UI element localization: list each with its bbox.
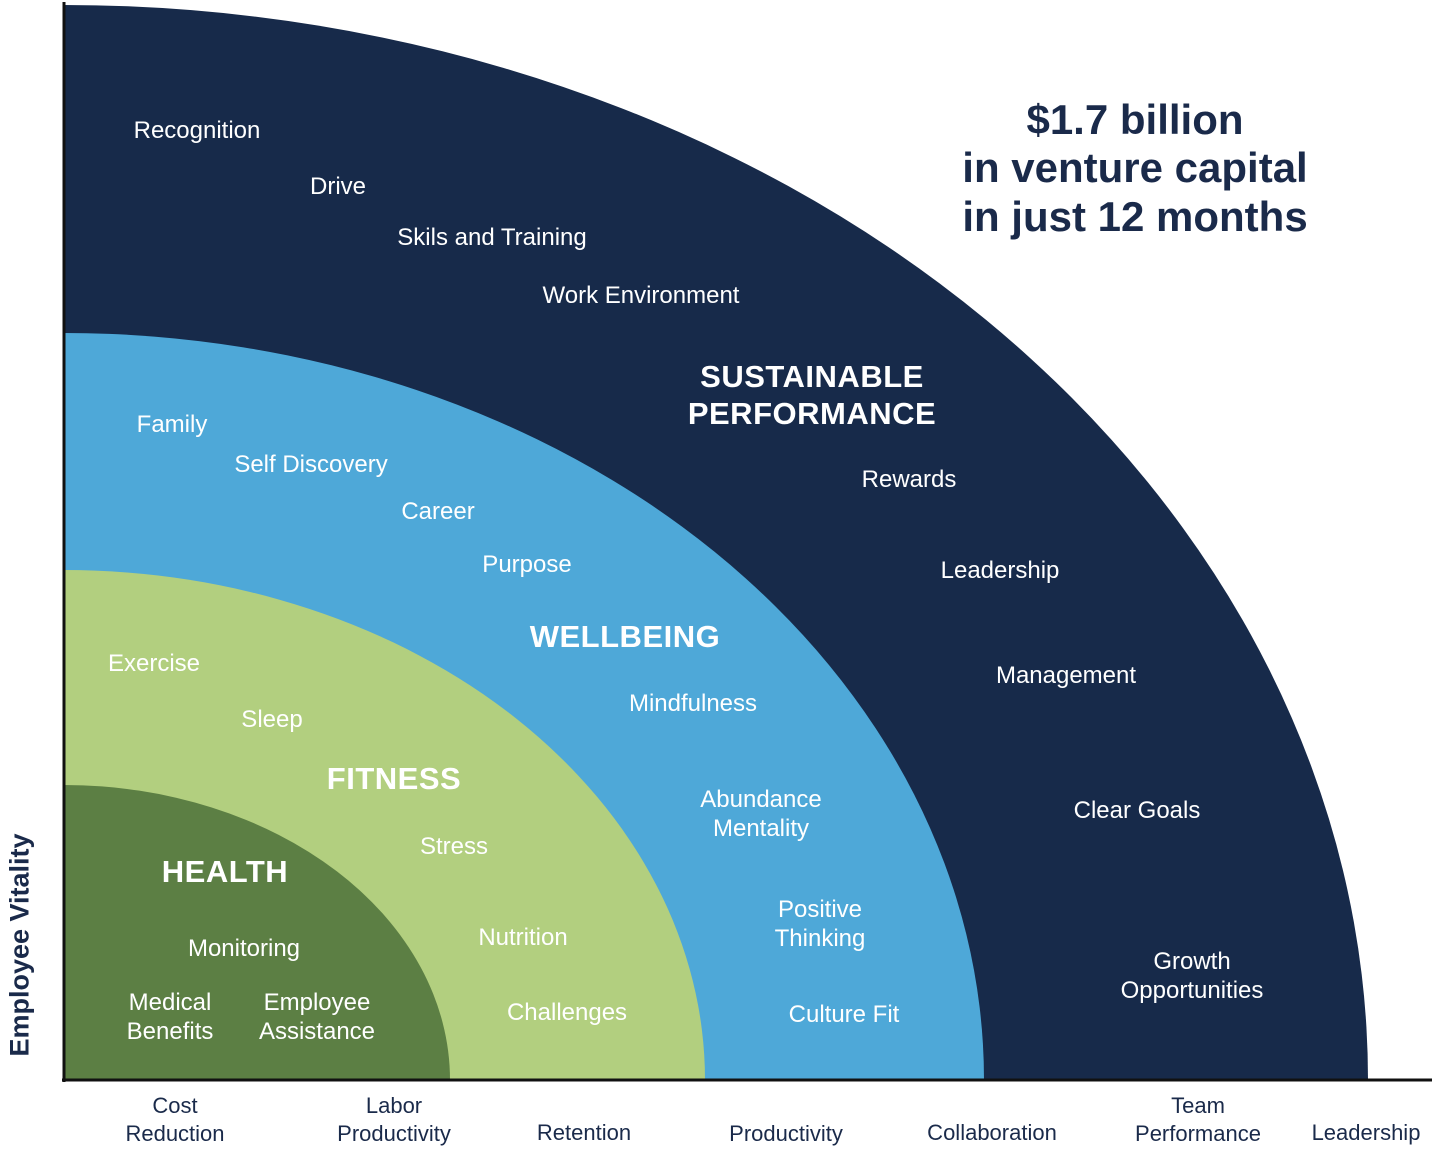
item-line: Leadership: [940, 557, 1060, 584]
item-line: Self Discovery: [234, 451, 388, 478]
item-line: Abundance: [700, 786, 822, 813]
headline-line: in venture capital: [962, 144, 1308, 192]
item-line: Culture Fit: [788, 1001, 900, 1028]
tick-line: Leadership: [1311, 1120, 1421, 1145]
title-line: WELLBEING: [529, 619, 721, 654]
item-sleep: Sleep: [241, 706, 302, 735]
x-tick-retention: Retention: [537, 1119, 631, 1147]
x-tick-productivity: Productivity: [729, 1120, 843, 1148]
item-line: Rewards: [861, 466, 957, 493]
item-line: Career: [401, 498, 475, 525]
tick-line: Reduction: [125, 1120, 225, 1146]
x-tick-cost-reduction: Cost Reduction: [125, 1092, 224, 1147]
item-line: Skils and Training: [397, 224, 587, 251]
item-recognition: Recognition: [134, 117, 261, 146]
title-line: HEALTH: [161, 854, 289, 889]
item-stress: Stress: [420, 833, 488, 862]
tick-line: Productivity: [729, 1121, 843, 1146]
item-line: Clear Goals: [1073, 797, 1201, 824]
item-line: Family: [136, 411, 208, 438]
item-mindfulness: Mindfulness: [629, 690, 757, 719]
item-self-discovery: Self Discovery: [234, 451, 387, 480]
item-line: Positive: [777, 896, 863, 923]
health-band: [64, 785, 450, 1080]
item-growth-opportunities: Growth Opportunities: [1121, 948, 1264, 1006]
item-line: Drive: [309, 173, 367, 200]
item-line: Purpose: [482, 551, 572, 578]
item-rewards: Rewards: [862, 466, 957, 495]
tick-line: Team: [1171, 1093, 1225, 1118]
item-line: Nutrition: [478, 924, 568, 951]
item-line: Medical: [128, 989, 212, 1016]
item-line: Benefits: [126, 1017, 214, 1045]
tick-line: Cost: [152, 1093, 198, 1118]
title-line: FITNESS: [326, 761, 462, 796]
item-line: Sleep: [241, 706, 303, 733]
item-leadership: Leadership: [941, 557, 1060, 586]
item-line: Work Environment: [542, 282, 740, 309]
item-employee-assistance: Employee Assistance: [259, 989, 375, 1047]
sustainable-performance-title: SUSTAINABLE PERFORMANCE: [688, 358, 936, 432]
headline: $1.7 billion in venture capital in just …: [930, 96, 1340, 241]
item-purpose: Purpose: [482, 551, 571, 580]
item-clear-goals: Clear Goals: [1074, 797, 1201, 826]
item-monitoring: Monitoring: [188, 935, 300, 964]
item-line: Management: [995, 662, 1137, 689]
item-positive-thinking: Positive Thinking: [775, 896, 866, 954]
item-line: Growth: [1153, 948, 1231, 975]
item-line: Monitoring: [187, 935, 301, 962]
item-line: Opportunities: [1120, 976, 1264, 1004]
fitness-title: FITNESS: [327, 760, 461, 797]
headline-line: in just 12 months: [962, 192, 1308, 240]
tick-line: Retention: [536, 1120, 632, 1145]
item-work-environment: Work Environment: [543, 282, 740, 311]
item-line: Challenges: [506, 999, 628, 1026]
x-tick-labor-productivity: Labor Productivity: [337, 1092, 451, 1147]
item-family: Family: [137, 411, 208, 440]
item-line: Mentality: [712, 814, 810, 842]
tick-line: Performance: [1135, 1120, 1261, 1146]
item-line: Stress: [419, 833, 489, 860]
health-title: HEALTH: [162, 853, 288, 890]
item-medical-benefits: Medical Benefits: [127, 989, 214, 1047]
item-career: Career: [401, 498, 474, 527]
tick-line: Productivity: [337, 1120, 451, 1146]
wellbeing-title: WELLBEING: [530, 618, 721, 655]
headline-line: $1.7 billion: [1026, 96, 1244, 143]
x-tick-collaboration: Collaboration: [927, 1119, 1057, 1147]
item-line: Mindfulness: [628, 690, 758, 717]
x-tick-team-performance: Team Performance: [1135, 1092, 1261, 1147]
item-culture-fit: Culture Fit: [789, 1001, 900, 1030]
item-line: Exercise: [107, 650, 201, 677]
item-line: Assistance: [258, 1017, 376, 1045]
item-abundance-mentality: Abundance Mentality: [700, 786, 821, 844]
tick-line: Labor: [365, 1093, 423, 1118]
item-line: Recognition: [133, 117, 261, 144]
title-line: SUSTAINABLE: [700, 359, 924, 394]
item-line: Employee: [263, 989, 371, 1016]
y-axis-label: Employee Vitality: [4, 833, 35, 1057]
tick-line: Collaboration: [927, 1120, 1057, 1145]
item-skils-and-training: Skils and Training: [397, 224, 586, 253]
item-challenges: Challenges: [507, 999, 627, 1028]
item-exercise: Exercise: [108, 650, 200, 679]
x-tick-leadership: Leadership: [1312, 1119, 1421, 1147]
item-nutrition: Nutrition: [478, 924, 567, 953]
item-management: Management: [996, 662, 1136, 691]
item-line: Thinking: [774, 924, 866, 952]
title-line: PERFORMANCE: [687, 396, 937, 432]
item-drive: Drive: [310, 173, 366, 202]
